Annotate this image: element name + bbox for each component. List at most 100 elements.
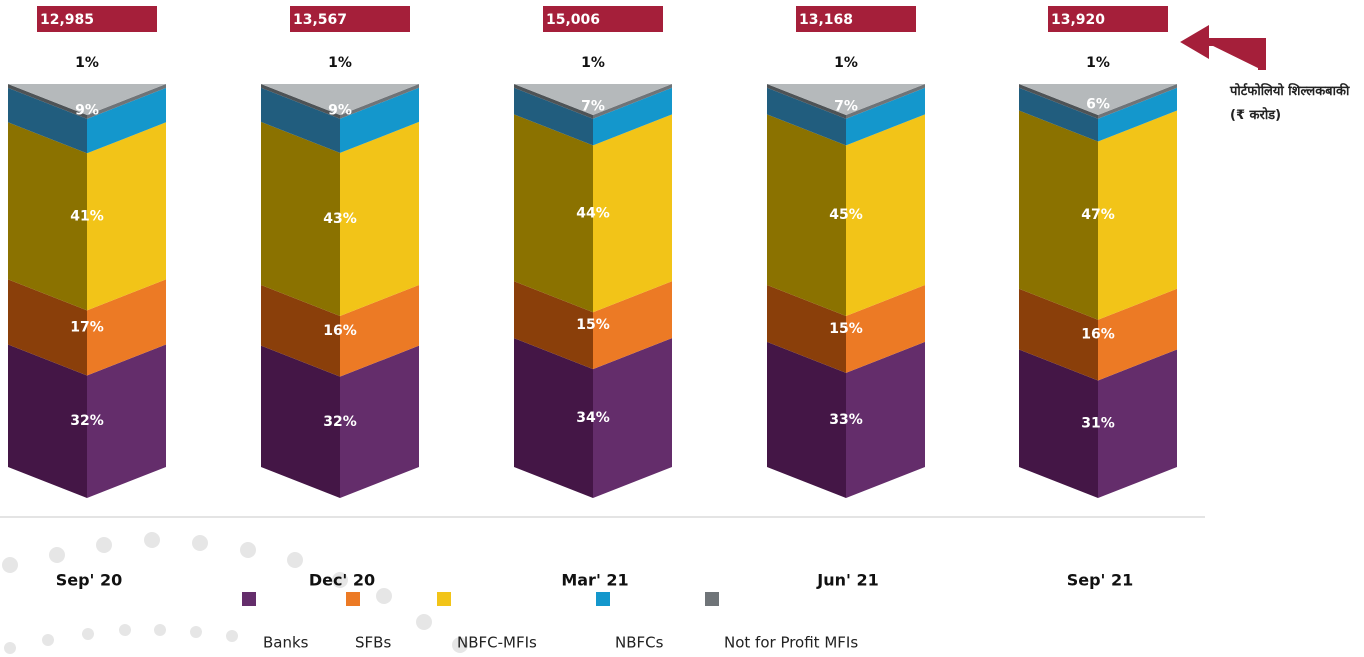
total-box <box>1048 6 1168 32</box>
bar-segment-side <box>261 84 340 119</box>
data-label: 1% <box>75 55 99 71</box>
total-box <box>543 6 663 32</box>
data-label: 41% <box>70 208 104 224</box>
legend-label: SFBs <box>355 634 391 652</box>
total-label: 12,985 <box>40 12 94 28</box>
bar-segment-side <box>261 121 340 316</box>
bar-segment-side <box>1019 87 1098 142</box>
total-label: 13,567 <box>293 12 347 28</box>
bar-segment <box>340 345 419 498</box>
bar-segment <box>593 114 672 313</box>
data-label: 7% <box>581 99 605 115</box>
bar-segment <box>846 84 925 119</box>
bar-segment-side <box>767 114 846 316</box>
bar-segment-side <box>767 84 846 119</box>
bar-segment <box>87 344 166 498</box>
x-tick-label: Sep' 21 <box>1067 571 1134 590</box>
bar-segment-side <box>514 338 593 498</box>
bar-segment-side <box>8 122 87 311</box>
total-label: 13,168 <box>799 12 853 28</box>
bar-segment-side <box>1019 288 1098 381</box>
total-box <box>37 6 157 32</box>
bar-segment-side <box>514 281 593 370</box>
bar-segment <box>340 284 419 377</box>
bar-segment-side <box>1019 84 1098 119</box>
legend-swatch <box>242 592 256 606</box>
total-box <box>796 6 916 32</box>
bar-segment <box>846 284 925 373</box>
data-label: 34% <box>576 410 610 426</box>
bar-segment-side <box>8 279 87 376</box>
total-label: 13,920 <box>1051 12 1105 28</box>
bar-segment <box>87 84 166 119</box>
bar-segment <box>593 84 672 119</box>
bar-segment <box>87 87 166 154</box>
data-label: 1% <box>328 55 352 71</box>
total-label: 15,006 <box>546 12 600 28</box>
data-label: 1% <box>834 55 858 71</box>
bar-segment <box>340 84 419 119</box>
data-label: 15% <box>829 321 863 337</box>
bar-top <box>1019 84 1177 115</box>
bar-segment <box>846 114 925 316</box>
bar-segment-side <box>514 87 593 146</box>
x-tick-label: Mar' 21 <box>561 571 628 590</box>
total-box <box>290 6 410 32</box>
bar-top <box>514 84 672 115</box>
bar-segment-side <box>767 341 846 498</box>
x-tick-label: Jun' 21 <box>816 571 878 590</box>
legend-label: NBFC-MFIs <box>457 634 537 652</box>
data-label: 15% <box>576 317 610 333</box>
bar-segment <box>340 121 419 316</box>
bar-segment <box>1098 87 1177 142</box>
data-label: 16% <box>323 323 357 339</box>
bar-segment-side <box>767 87 846 146</box>
bar-segment-side <box>767 284 846 373</box>
data-label: 16% <box>1081 327 1115 343</box>
legend-swatch <box>437 592 451 606</box>
legend-label: Banks <box>263 634 309 652</box>
bar-top <box>8 84 166 115</box>
bar-segment-side <box>261 87 340 153</box>
data-label: 31% <box>1081 416 1115 432</box>
bar-segment-side <box>261 284 340 377</box>
bar-top <box>261 84 419 115</box>
data-label: 32% <box>323 414 357 430</box>
data-label: 32% <box>70 413 104 429</box>
legend-swatch <box>346 592 360 606</box>
annotation: पोर्टफोलियो शिल्लकबाकी (₹ करोड) <box>1230 84 1350 123</box>
bar-segment <box>1098 110 1177 320</box>
data-label: 6% <box>1086 97 1110 113</box>
bar-segment-side <box>514 84 593 119</box>
bar-segment <box>846 341 925 498</box>
legend-label: NBFCs <box>615 634 664 652</box>
bar-segment-side <box>261 345 340 498</box>
annotation-arrow <box>1180 25 1266 70</box>
data-label: 1% <box>1086 55 1110 71</box>
data-label: 44% <box>576 205 610 221</box>
data-label: 9% <box>75 103 99 119</box>
bar-segment <box>1098 288 1177 381</box>
bar-segment <box>593 281 672 370</box>
data-label: 7% <box>834 99 858 115</box>
data-label: 9% <box>328 102 352 118</box>
legend-swatch <box>596 592 610 606</box>
bar-segment <box>1098 349 1177 498</box>
bar-segment <box>87 122 166 311</box>
bar-top <box>767 84 925 115</box>
legend-label: Not for Profit MFIs <box>724 634 858 652</box>
bar-segment <box>593 338 672 498</box>
data-label: 33% <box>829 412 863 428</box>
bar-segment-side <box>8 87 87 154</box>
data-label: 43% <box>323 211 357 227</box>
legend-swatch <box>705 592 719 606</box>
bar-segment-side <box>514 114 593 313</box>
bar-segment <box>1098 84 1177 119</box>
bar-segment <box>846 87 925 146</box>
x-tick-label: Dec' 20 <box>309 571 375 590</box>
decor-dots <box>2 532 468 654</box>
bar-segment <box>87 279 166 376</box>
bar-segment-side <box>8 84 87 119</box>
